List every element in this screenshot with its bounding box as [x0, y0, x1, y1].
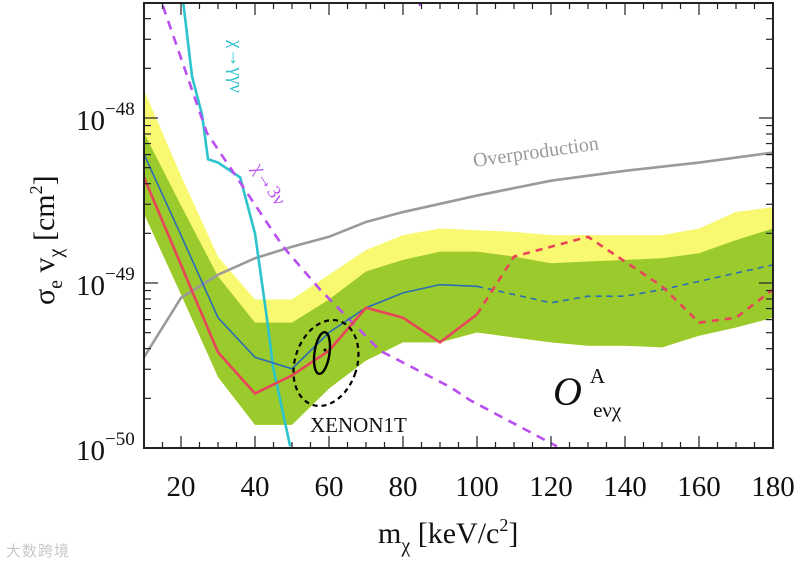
- operator-symbol: O: [553, 369, 582, 414]
- series-observed-limit-solid: [144, 176, 478, 396]
- x-label-main: m: [378, 517, 401, 550]
- y-label-sigma: σ: [28, 289, 61, 305]
- y-label-unit-sup: 2: [26, 185, 46, 194]
- x-label-unit-end: ]: [508, 517, 518, 550]
- series-expected-median-solid: [144, 153, 478, 370]
- y-tick-base: 10: [76, 105, 105, 137]
- curve-chi-to-gamma-gamma-nu: [181, 3, 292, 447]
- x-tick-label: 100: [455, 471, 499, 503]
- xenon1t-contours: [292, 318, 360, 408]
- x-tick-label: 20: [167, 471, 196, 503]
- curve-Overproduction: [144, 151, 773, 358]
- y-tick-base: 10: [76, 270, 105, 302]
- x-label-unit: [keV/c: [410, 517, 499, 550]
- x-tick-label: 180: [751, 471, 795, 503]
- y-label-v: v: [28, 257, 61, 280]
- xenon1t-2sigma-contour: [292, 318, 360, 408]
- overproduction-label: Overproduction: [472, 133, 600, 172]
- y-tick-base: 10: [76, 435, 105, 467]
- chi-to-3nu-label: χ→3ν: [247, 159, 290, 210]
- x-tick-label: 120: [529, 471, 573, 503]
- lines-layer: [144, 3, 773, 448]
- y-tick-exponent: −48: [105, 99, 135, 120]
- x-tick-label: 140: [603, 471, 647, 503]
- curve-chi-to-3nu: [161, 5, 558, 448]
- band-1sigma-green: [144, 132, 773, 425]
- x-tick-label: 40: [241, 471, 270, 503]
- xenon1t-label: XENON1T: [310, 413, 407, 437]
- y-tick-label: 10−49: [76, 264, 135, 302]
- x-axis-label: mχ [keV/c2]: [378, 515, 518, 557]
- xenon1t-best-fit-point: [323, 348, 327, 352]
- x-label-sub: χ: [400, 535, 410, 557]
- x-tick-label: 160: [677, 471, 721, 503]
- x-tick-label: 60: [315, 471, 344, 503]
- y-label-unit: [cm: [28, 194, 61, 248]
- operator-superscript: A: [590, 364, 606, 388]
- y-tick-label: 10−50: [76, 429, 135, 467]
- x-tick-label: 80: [389, 471, 418, 503]
- y-tick-exponent: −49: [105, 264, 135, 285]
- operator-subscript: eνχ: [593, 398, 622, 422]
- watermark-logo: 大数跨境: [6, 542, 71, 560]
- operator-label: O A eνχ: [553, 364, 622, 422]
- chi-to-gamma-gamma-nu-label: χ→γγν: [225, 39, 246, 93]
- y-tick-exponent: −50: [105, 429, 135, 450]
- y-label-unit-end: ]: [28, 175, 61, 185]
- y-label-sub-e: e: [45, 280, 67, 289]
- y-tick-label: 10−48: [76, 99, 135, 137]
- bands-layer: [144, 89, 773, 425]
- series-observed-limit-dashed: [475, 235, 773, 324]
- y-axis-label: σe vχ [cm2]: [26, 175, 67, 305]
- y-label-sub-chi: χ: [45, 248, 67, 258]
- xenon1t-1sigma-contour: [312, 330, 332, 376]
- plot-frame: [143, 2, 774, 449]
- x-label-unit-sup: 2: [499, 515, 508, 535]
